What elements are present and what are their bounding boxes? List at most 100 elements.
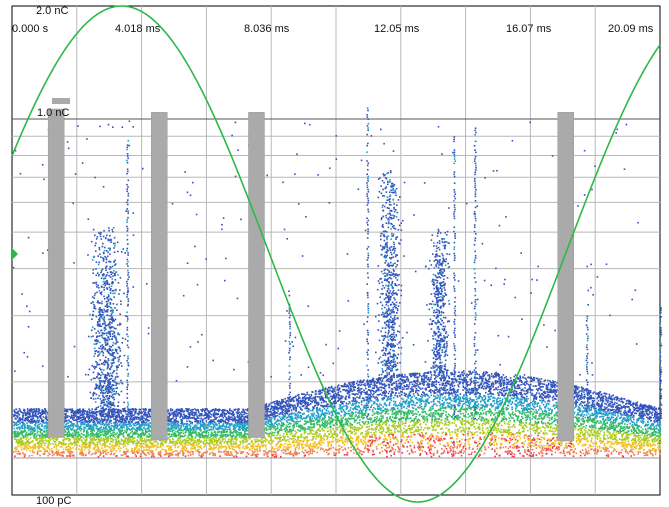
scatter-point bbox=[24, 430, 26, 432]
scatter-point bbox=[242, 428, 244, 430]
scatter-point bbox=[148, 453, 150, 455]
scatter-point bbox=[144, 441, 147, 443]
scatter-point bbox=[31, 449, 34, 452]
scatter-point bbox=[105, 444, 107, 447]
scatter-point bbox=[21, 449, 23, 451]
scatter-point bbox=[126, 417, 128, 419]
scatter-point bbox=[144, 438, 146, 440]
scatter-point bbox=[174, 444, 177, 447]
scatter-point bbox=[283, 449, 285, 451]
scatter-point bbox=[264, 440, 267, 443]
scatter-point bbox=[276, 427, 279, 430]
scatter-point bbox=[201, 434, 203, 436]
scatter-point bbox=[72, 426, 75, 429]
scatter-point bbox=[43, 422, 46, 424]
scatter-point bbox=[77, 432, 79, 434]
scatter-point bbox=[241, 434, 243, 437]
scatter-point bbox=[181, 408, 184, 411]
scatter-point bbox=[251, 447, 253, 450]
scatter-point bbox=[35, 415, 37, 417]
scatter-point bbox=[118, 415, 120, 418]
scatter-point bbox=[76, 428, 79, 431]
scatter-point bbox=[169, 414, 172, 416]
scatter-point bbox=[74, 410, 77, 412]
scatter-point bbox=[268, 450, 271, 452]
scatter-point bbox=[261, 439, 263, 441]
scatter-point bbox=[107, 439, 110, 442]
scatter-point bbox=[98, 433, 100, 435]
scatter-point bbox=[81, 452, 83, 454]
scatter-point bbox=[176, 443, 178, 445]
scatter-point bbox=[218, 422, 220, 424]
scatter-point bbox=[114, 438, 117, 441]
scatter-point bbox=[105, 422, 107, 424]
scatter-point bbox=[101, 447, 103, 449]
scatter-point bbox=[221, 428, 223, 430]
scatter-point bbox=[236, 431, 239, 433]
scatter-point bbox=[82, 445, 85, 448]
scatter-point bbox=[117, 438, 119, 440]
scatter-point bbox=[89, 447, 91, 449]
scatter-point bbox=[171, 433, 173, 436]
scatter-point bbox=[251, 440, 253, 442]
scatter-point bbox=[111, 410, 113, 413]
scatter-point bbox=[279, 434, 281, 437]
scatter-point bbox=[87, 423, 90, 426]
scatter-point bbox=[37, 421, 40, 424]
scatter-point bbox=[76, 425, 79, 428]
scatter-point bbox=[203, 427, 205, 430]
scatter-point bbox=[128, 415, 131, 418]
scatter-point bbox=[199, 436, 201, 438]
scatter-point bbox=[118, 434, 120, 436]
scatter-point bbox=[273, 455, 276, 458]
scatter-point bbox=[68, 419, 70, 422]
scatter-point bbox=[46, 411, 49, 414]
scatter-point bbox=[235, 450, 237, 453]
scatter-point bbox=[82, 411, 84, 414]
scatter-point bbox=[139, 428, 141, 431]
scatter-point bbox=[221, 415, 224, 417]
scatter-point bbox=[102, 433, 104, 436]
scatter-point bbox=[55, 452, 58, 454]
scatter-point bbox=[32, 427, 34, 430]
scatter-point bbox=[125, 455, 128, 457]
scatter-point bbox=[115, 450, 117, 452]
scatter-point bbox=[142, 432, 145, 434]
scatter-point bbox=[66, 445, 69, 448]
scatter-point bbox=[109, 417, 112, 419]
scatter-point bbox=[86, 415, 89, 417]
scatter-point bbox=[109, 447, 112, 449]
scatter-point bbox=[29, 412, 31, 415]
scatter-point bbox=[64, 416, 66, 418]
scatter-point bbox=[16, 438, 18, 441]
scatter-point bbox=[65, 449, 67, 451]
scatter-point bbox=[181, 444, 184, 447]
scatter-point bbox=[88, 442, 90, 445]
scatter-point bbox=[20, 438, 22, 440]
scatter-point bbox=[178, 442, 180, 444]
scatter-point bbox=[33, 430, 36, 433]
scatter-point bbox=[66, 425, 68, 428]
scatter-point bbox=[49, 449, 51, 451]
scatter-point bbox=[120, 418, 123, 421]
scatter-point bbox=[222, 437, 224, 439]
scatter-point bbox=[59, 446, 62, 448]
scatter-point bbox=[230, 452, 233, 455]
scatter-point bbox=[64, 437, 66, 440]
scatter-point bbox=[83, 448, 86, 451]
scatter-point bbox=[263, 450, 265, 452]
scatter-point bbox=[110, 451, 113, 453]
scatter-point bbox=[142, 416, 144, 418]
scatter-point bbox=[286, 399, 289, 402]
scatter-point bbox=[64, 426, 66, 429]
scatter-point bbox=[28, 442, 30, 445]
scatter-point bbox=[269, 435, 271, 438]
scatter-point bbox=[81, 451, 83, 453]
scatter-point bbox=[83, 423, 85, 426]
scatter-point bbox=[97, 447, 99, 450]
scatter-point bbox=[106, 423, 109, 426]
scatter-point bbox=[39, 422, 42, 425]
scatter-point bbox=[90, 428, 93, 430]
scatter-point bbox=[102, 449, 105, 451]
scatter-point bbox=[238, 411, 241, 414]
